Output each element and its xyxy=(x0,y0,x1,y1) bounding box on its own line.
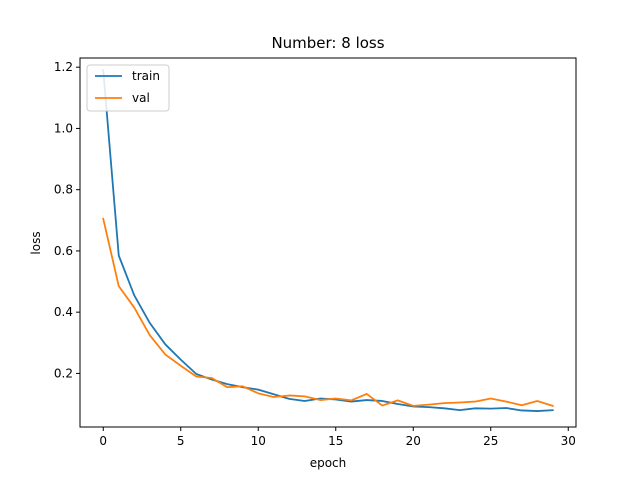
y-tick-label: 1.2 xyxy=(54,60,73,74)
x-tick-label: 25 xyxy=(483,434,498,448)
y-axis: 0.2 0.4 0.6 0.8 1.0 1.2 xyxy=(54,60,80,380)
x-axis-label: epoch xyxy=(310,456,347,470)
legend-label-val: val xyxy=(132,91,150,105)
y-tick-label: 0.2 xyxy=(54,366,73,380)
y-tick-label: 0.6 xyxy=(54,244,73,258)
x-tick-label: 5 xyxy=(177,434,185,448)
x-tick-label: 10 xyxy=(251,434,266,448)
y-tick-label: 1.0 xyxy=(54,121,73,135)
x-tick-label: 30 xyxy=(561,434,576,448)
series-line-val xyxy=(102,217,554,407)
y-tick-label: 0.8 xyxy=(54,183,73,197)
x-tick-label: 15 xyxy=(328,434,343,448)
legend-label-train: train xyxy=(132,69,160,83)
plot-frame xyxy=(79,57,577,428)
x-tick-label: 20 xyxy=(406,434,421,448)
chart-title: Number: 8 loss xyxy=(271,34,384,52)
x-tick-label: 0 xyxy=(99,434,107,448)
y-tick-label: 0.4 xyxy=(54,305,73,319)
x-axis: 0 5 10 15 20 25 30 xyxy=(99,427,576,448)
plot-area xyxy=(102,69,554,412)
legend: train val xyxy=(86,64,170,112)
y-axis-label: loss xyxy=(29,231,43,254)
